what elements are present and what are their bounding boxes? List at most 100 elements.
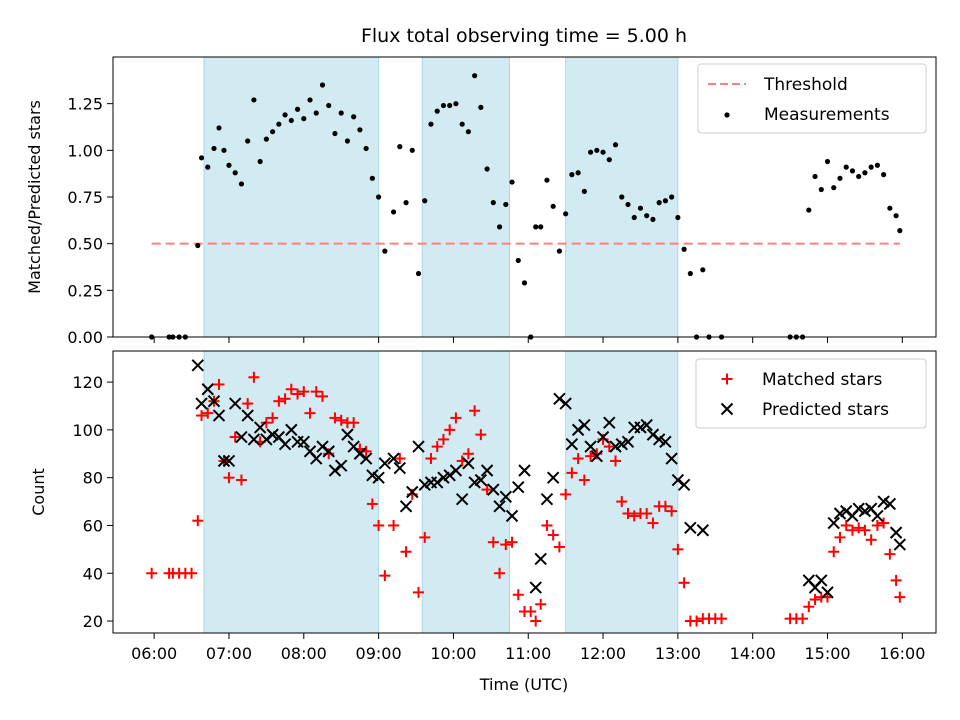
predicted-star-point [378, 457, 392, 470]
predicted-star-point-b [590, 449, 604, 463]
predicted-star-point-b [883, 497, 897, 511]
top-legend: Threshold Measurements [697, 63, 927, 134]
predicted-star-point-b [565, 437, 579, 451]
predicted-star-point-b [278, 437, 292, 451]
predicted-star-point [235, 430, 248, 444]
predicted-star-point [671, 473, 685, 487]
measurement-point [376, 194, 382, 200]
legend-predicted-swatch [720, 402, 734, 416]
predicted-star-point-b [217, 454, 231, 468]
predicted-star-point [241, 409, 254, 422]
predicted-star-point [393, 461, 407, 475]
predicted-star-point-b [864, 502, 878, 515]
predicted-star-point [431, 476, 444, 489]
measurement-point [806, 207, 812, 213]
matched-star-point [797, 613, 809, 625]
matched-star-point [691, 615, 703, 627]
measurement-point [675, 214, 681, 221]
measurement-point [313, 110, 319, 116]
bottom-x-tick-label: 08:00 [281, 644, 327, 663]
predicted-star-point-b [316, 440, 329, 453]
matched-star-point [186, 567, 198, 579]
matched-star-point [566, 467, 578, 479]
predicted-star-point [322, 445, 335, 458]
predicted-star-point-b [353, 447, 367, 460]
predicted-star-point [553, 392, 566, 406]
measurement-point [216, 125, 222, 131]
measurement-point [868, 164, 874, 170]
matched-star-point [229, 431, 241, 443]
predicted-star-point [212, 409, 226, 422]
measurement-point [428, 121, 434, 127]
matched-star-point [846, 524, 858, 536]
predicted-star-point-b [893, 538, 907, 551]
predicted-star-point-b [499, 490, 513, 503]
matched-star-point [213, 378, 225, 390]
measurement-point [606, 157, 612, 163]
measurement-point [662, 198, 669, 204]
matched-star-point [553, 541, 565, 553]
predicted-star-point-b [431, 476, 444, 489]
matched-star-point [840, 519, 852, 531]
predicted-star-point-b [621, 435, 635, 449]
predicted-star-point [487, 483, 500, 496]
predicted-star-point [596, 430, 610, 444]
measurement-point [581, 188, 587, 194]
predicted-star-point-b [518, 464, 531, 477]
matched-star-point [853, 522, 865, 534]
measurement-point [681, 246, 687, 252]
matched-star-point [146, 567, 158, 579]
top-shaded-intervals [203, 57, 679, 337]
measurement-point [569, 172, 575, 178]
predicted-star-point-b [347, 440, 360, 453]
bottom-x-tick-label: 14:00 [730, 644, 776, 663]
predicted-star-point-b [684, 521, 697, 535]
legend-predicted-label: Predicted stars [762, 400, 889, 420]
predicted-star-point-b [387, 452, 400, 465]
predicted-star-point [359, 452, 373, 465]
bottom-y-ticks: 20 40 60 80 100 120 [72, 373, 113, 631]
matched-star-point [541, 519, 553, 531]
measurement-point [538, 224, 544, 230]
predicted-star-point-b [378, 457, 392, 470]
measurement-point [843, 164, 849, 170]
matched-star-point [560, 488, 572, 500]
measurement-point [415, 270, 422, 277]
predicted-star-point [480, 464, 494, 477]
bottom-x-tick-label: 09:00 [356, 644, 402, 663]
x-axis-label: Time (UTC) [479, 675, 568, 694]
predicted-star-point-b [840, 504, 853, 518]
top-y-axis-label: Matched/Predicted stars [25, 100, 44, 294]
legend-threshold-label: Threshold [763, 75, 848, 95]
predicted-star-point-b [871, 509, 884, 523]
predicted-star-point [529, 581, 542, 594]
matched-star-point [647, 517, 659, 529]
predicted-star-point-b [505, 509, 519, 523]
predicted-star-point [815, 574, 828, 587]
measurement-point [862, 170, 868, 176]
predicted-star-point [677, 478, 691, 492]
predicted-star-point [512, 481, 525, 494]
predicted-star-point-b [480, 464, 494, 477]
predicted-star-point-b [802, 574, 816, 587]
matched-star-point [400, 546, 412, 558]
legend-matched-label: Matched stars [762, 370, 882, 390]
predicted-star-point [316, 440, 329, 453]
predicted-star-point-b [671, 473, 685, 487]
measurement-point [556, 248, 563, 254]
predicted-star-point-b [272, 430, 286, 444]
predicted-star-point [222, 454, 236, 468]
measurement-point [656, 200, 662, 206]
predicted-star-point [493, 500, 506, 513]
bottom-x-ticks: 06:00 07:00 08:00 09:00 10:00 11:00 12:00 13:00… [131, 633, 925, 663]
predicted-star-point-b [889, 526, 903, 539]
bottom-legend-box [695, 358, 927, 429]
bottom-y-tick-label: 40 [83, 564, 103, 583]
matched-star-point [196, 410, 208, 422]
predicted-star-point-b [512, 481, 525, 494]
matched-star-point [622, 508, 634, 520]
measurement-point [484, 166, 490, 172]
predicted-star-point [684, 521, 697, 535]
measurement-point [270, 129, 276, 135]
predicted-star-point [571, 423, 585, 437]
